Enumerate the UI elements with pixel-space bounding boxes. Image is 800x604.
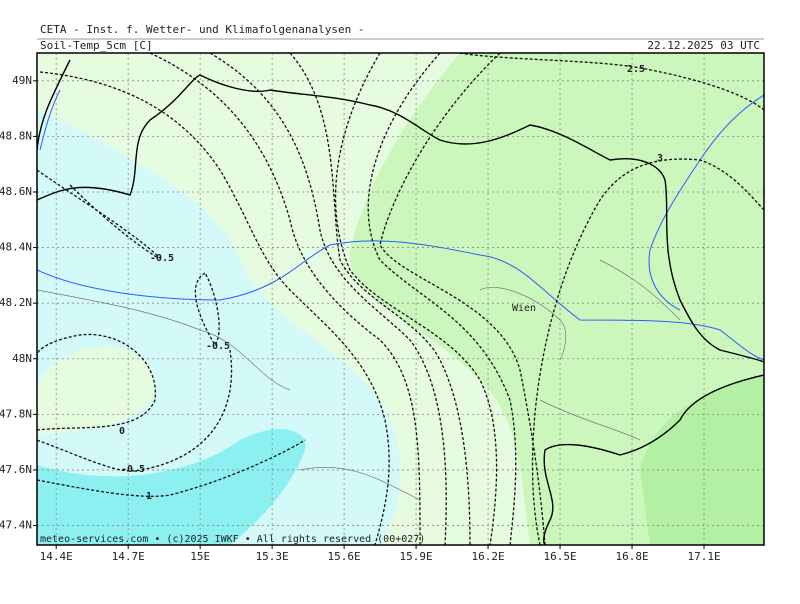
y-tick-label: 47.8N xyxy=(0,407,32,420)
place-label: Wien xyxy=(512,303,536,314)
contour-label: -0.5 xyxy=(121,464,145,475)
contour-label: 2.5 xyxy=(627,64,645,75)
isotherms xyxy=(37,53,764,545)
rivers xyxy=(37,89,764,361)
contour-labels: 2.5 3 -0.5 -0.5 0 -0.5 1 xyxy=(119,64,663,502)
contour-label: -0.5 xyxy=(206,341,230,352)
map-area: 2.5 3 -0.5 -0.5 0 -0.5 1 Wien meteo-services.c… xyxy=(37,53,764,545)
y-tick-label: 48.4N xyxy=(0,241,32,254)
x-tick-label: 14.4E xyxy=(40,550,73,563)
x-tick-label: 16.8E xyxy=(615,550,648,563)
x-tick-label: 15.9E xyxy=(400,550,433,563)
regional-borders xyxy=(37,259,681,501)
contour-label: 3 xyxy=(657,153,663,164)
country-borders xyxy=(37,59,764,545)
y-tick-label: 47.4N xyxy=(0,519,32,532)
coldest-zone xyxy=(37,429,306,545)
x-tick-label: 15E xyxy=(190,550,210,563)
mild-patch xyxy=(37,346,156,435)
y-tick-label: 47.6N xyxy=(0,463,32,476)
parameter: Soil-Temp_5cm [C] xyxy=(40,39,153,52)
x-tick-label: 16.5E xyxy=(543,550,576,563)
warm-zone xyxy=(349,53,764,545)
warmest-zone xyxy=(640,375,764,545)
x-tick-label: 16.2E xyxy=(472,550,505,563)
y-tick-label: 48N xyxy=(12,352,32,365)
header-title: CETA - Inst. f. Wetter- und Klimafolgena… xyxy=(40,23,365,36)
y-tick-label: 48.2N xyxy=(0,296,32,309)
x-tick-label: 15.3E xyxy=(256,550,289,563)
y-tick-label: 48.8N xyxy=(0,129,32,142)
x-tick-label: 14.7E xyxy=(112,550,145,563)
contour-label: 1 xyxy=(146,491,152,502)
valid-time: 22.12.2025 03 UTC xyxy=(647,39,760,52)
plot-frame xyxy=(36,52,765,546)
y-tick-label: 49N xyxy=(12,74,32,87)
contour-label: 0 xyxy=(119,426,125,437)
grid xyxy=(37,53,764,545)
x-tick-label: 15.6E xyxy=(328,550,361,563)
contour-label: -0.5 xyxy=(150,253,174,264)
x-tick-label: 17.1E xyxy=(687,550,720,563)
y-tick-label: 48.6N xyxy=(0,185,32,198)
footer: meteo-services.com • (c)2025 IWKF • All … xyxy=(40,534,425,545)
